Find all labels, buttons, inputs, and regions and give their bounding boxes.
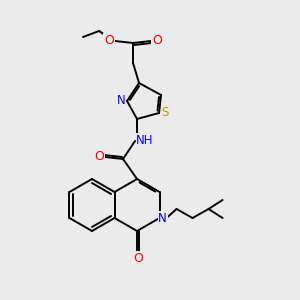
Text: O: O — [152, 34, 162, 47]
Text: NH: NH — [136, 134, 154, 146]
Text: O: O — [94, 149, 104, 163]
Text: O: O — [104, 34, 114, 46]
Text: S: S — [161, 106, 169, 119]
Text: O: O — [133, 251, 143, 265]
Text: N: N — [158, 212, 167, 224]
Text: N: N — [117, 94, 125, 107]
